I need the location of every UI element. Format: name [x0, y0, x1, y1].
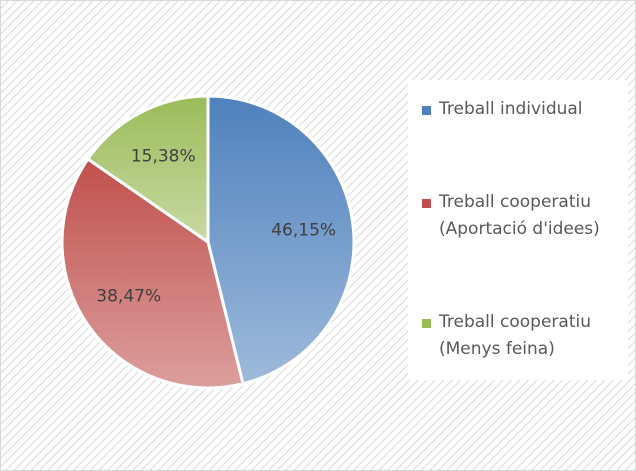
legend-swatch — [422, 106, 431, 115]
legend-label: Treball individual — [439, 99, 583, 119]
legend-swatch — [422, 319, 431, 328]
pie-slice — [206, 94, 356, 386]
legend-label: Treball cooperatiu (Aportació d'idees) — [439, 192, 600, 239]
legend-entry: Treball cooperatiu (Menys feina) — [422, 309, 620, 363]
pie-slice — [85, 94, 210, 245]
legend-label: Treball cooperatiu (Menys feina) — [439, 312, 591, 359]
legend-entry: Treball individual — [422, 96, 620, 123]
pie-slice — [60, 156, 245, 390]
legend-entry: Treball cooperatiu (Aportació d'idees) — [422, 189, 620, 243]
data-label: 38,47% — [96, 287, 161, 307]
legend-swatch — [422, 199, 431, 208]
data-label: 15,38% — [131, 147, 196, 167]
legend: Treball individual Treball cooperatiu (Ap… — [408, 80, 628, 380]
data-label: 46,15% — [271, 220, 336, 240]
